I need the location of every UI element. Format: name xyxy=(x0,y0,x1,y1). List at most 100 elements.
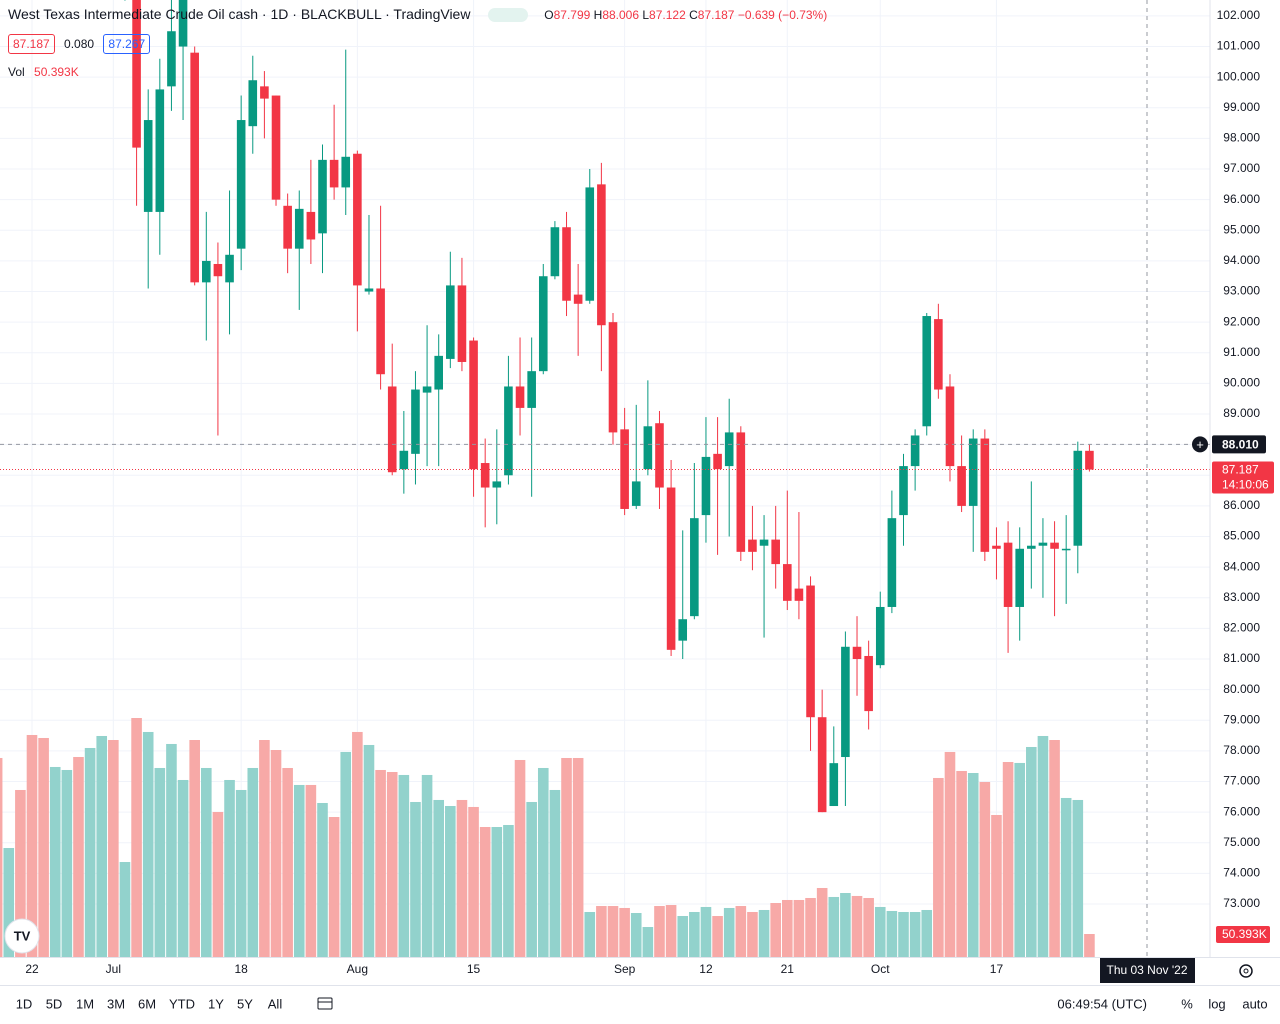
y-tick-label: 78.000 xyxy=(1223,743,1260,757)
volume-bar xyxy=(352,731,363,957)
range-button[interactable]: 3M xyxy=(107,996,125,1011)
grid xyxy=(0,0,1210,957)
volume-bar xyxy=(805,897,816,957)
y-tick-label: 90.000 xyxy=(1223,376,1260,390)
y-tick-label: 101.000 xyxy=(1217,39,1261,53)
x-tick-label: 12 xyxy=(699,962,713,976)
volume-bar xyxy=(967,773,979,957)
candle-body xyxy=(202,260,211,283)
volume-name: Vol xyxy=(8,65,25,79)
volume-bar xyxy=(38,737,49,957)
range-button[interactable]: YTD xyxy=(169,996,195,1011)
volume-bar xyxy=(689,911,700,957)
volume-bar xyxy=(410,801,421,957)
volume-bar xyxy=(0,757,3,957)
last-price-tag xyxy=(1212,461,1274,494)
volume-bar xyxy=(26,734,38,957)
candle-body xyxy=(527,371,536,408)
volume-bar xyxy=(514,759,526,957)
volume-bar xyxy=(189,740,200,957)
y-tick-label: 95.000 xyxy=(1223,222,1260,236)
volume-bar xyxy=(665,905,677,957)
volume-bar xyxy=(433,799,444,957)
candle-body xyxy=(759,539,769,546)
volume-bar xyxy=(642,927,654,957)
log-button[interactable]: log xyxy=(1208,996,1225,1011)
volume-bar xyxy=(874,906,886,957)
add-alert-button[interactable] xyxy=(1192,436,1208,453)
range-button[interactable]: All xyxy=(268,996,283,1011)
volume-bar xyxy=(386,771,398,957)
candle-body xyxy=(1050,542,1059,549)
candle-body xyxy=(631,481,641,506)
y-tick-label: 98.000 xyxy=(1223,131,1260,145)
candle-body xyxy=(817,717,827,813)
y-tick-label: 102.000 xyxy=(1217,8,1261,22)
volume-bar xyxy=(259,740,270,957)
candle-body xyxy=(899,466,908,516)
volume-bar xyxy=(479,827,491,957)
candle-body xyxy=(945,386,955,467)
percent-button[interactable]: % xyxy=(1181,996,1193,1011)
last-price-label: 87.187 xyxy=(1222,463,1259,477)
volume-bar xyxy=(375,769,386,957)
volume-bar xyxy=(944,751,956,957)
plot-area xyxy=(0,0,1210,957)
y-tick-label: 91.000 xyxy=(1223,345,1260,359)
candle-body xyxy=(1073,450,1083,546)
candle-body xyxy=(434,355,443,390)
candle-body xyxy=(585,187,595,301)
volume-bar xyxy=(758,909,770,957)
range-button[interactable]: 1Y xyxy=(208,996,224,1011)
candle-body xyxy=(934,319,943,390)
candle-body xyxy=(178,0,188,47)
volume-bar xyxy=(549,789,561,957)
candle-body xyxy=(457,285,467,362)
range-button[interactable]: 6M xyxy=(138,996,156,1011)
svg-text:TV: TV xyxy=(14,928,31,943)
bid[interactable]: 87.187 xyxy=(8,34,55,54)
candle-body xyxy=(655,423,664,488)
volume-bar xyxy=(119,862,131,957)
ask[interactable]: 87.267 xyxy=(103,34,151,54)
y-tick-label: 85.000 xyxy=(1223,529,1260,543)
compare-icon[interactable] xyxy=(317,997,333,1010)
candle-body xyxy=(399,450,409,470)
volume-bar xyxy=(596,906,607,957)
volume-bar xyxy=(305,784,317,957)
y-tick-label: 86.000 xyxy=(1223,498,1260,512)
candle-body xyxy=(294,208,304,249)
volume-bar xyxy=(898,911,909,957)
crosshair-date-tag xyxy=(1100,958,1195,983)
y-tick-label: 77.000 xyxy=(1223,774,1260,788)
candle-body xyxy=(875,606,885,666)
volume-bar xyxy=(1037,735,1049,957)
candle-body xyxy=(504,386,513,476)
settings-icon[interactable] xyxy=(1239,964,1253,978)
candle-body xyxy=(992,545,1001,549)
y-tick-label: 79.000 xyxy=(1223,712,1260,726)
auto-button[interactable]: auto xyxy=(1242,996,1267,1011)
candle-body xyxy=(143,120,153,212)
ohlc-label: H xyxy=(593,8,603,22)
spread: 0.080 xyxy=(64,37,95,51)
x-tick-label: 15 xyxy=(467,962,481,976)
countdown-label: 14:10:06 xyxy=(1222,478,1269,492)
range-button[interactable]: 1M xyxy=(76,996,94,1011)
range-button[interactable]: 5Y xyxy=(237,996,253,1011)
candle-body xyxy=(306,211,316,240)
candle-body xyxy=(841,646,850,758)
volume-bar xyxy=(886,910,898,957)
range-button[interactable]: 1D xyxy=(16,996,33,1011)
volume-bar xyxy=(863,897,874,957)
status-pill xyxy=(488,8,529,23)
clock: 06:49:54 (UTC) xyxy=(1057,996,1147,1011)
volume-bar xyxy=(1014,762,1025,957)
y-tick-label: 97.000 xyxy=(1223,161,1260,175)
volume-bar xyxy=(1002,762,1014,957)
volume-bar xyxy=(770,903,781,957)
y-tick-label: 92.000 xyxy=(1223,314,1260,328)
symbol-title: West Texas Intermediate Crude Oil cash ·… xyxy=(8,6,471,22)
range-button[interactable]: 5D xyxy=(46,996,63,1011)
